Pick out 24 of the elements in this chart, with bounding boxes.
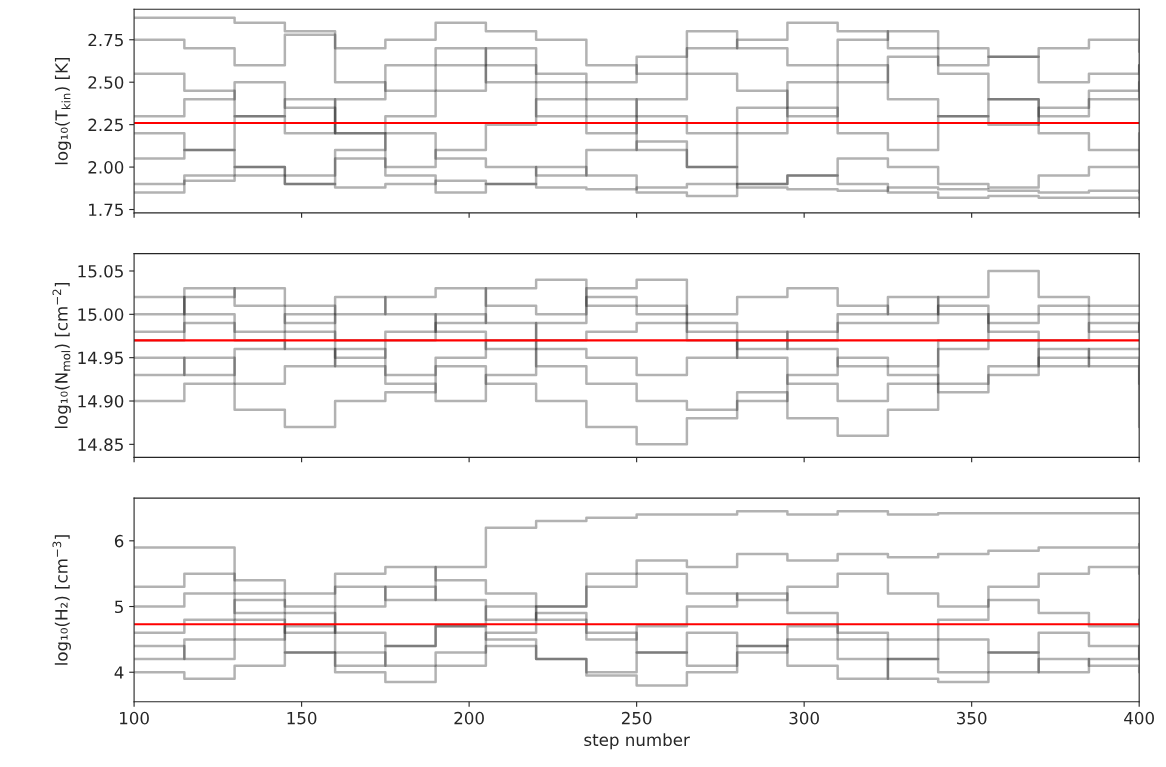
y-tick-label: 1.75 <box>89 203 123 217</box>
x-tick-label: 400 <box>1124 711 1154 725</box>
x-tick-label: 100 <box>120 711 149 725</box>
y-tick-label: 5 <box>115 600 123 614</box>
y-tick-label: 15.00 <box>78 308 124 321</box>
x-tick-label: 150 <box>287 711 317 725</box>
y-tick-label: 2.75 <box>88 33 123 47</box>
x-axis-title: step number <box>584 733 690 750</box>
y-tick-label: 14.85 <box>78 438 123 451</box>
x-tick-label: 300 <box>789 711 819 725</box>
y-axis-title: log₁₀(T$_{kin}$) [K] <box>54 57 72 165</box>
y-tick-label: 4 <box>114 666 124 679</box>
y-tick-label: 14.95 <box>78 351 123 365</box>
y-tick-label: 14.90 <box>78 394 124 408</box>
y-axis-title: log₁₀(N$_{mol}$) [cm$^{−2}$] <box>52 282 71 429</box>
y-axis-title: log₁₀(H₂) [cm$^{−3}$] <box>52 535 71 665</box>
y-tick-label: 6 <box>114 534 124 548</box>
y-tick-label: 2.25 <box>88 118 123 132</box>
y-tick-label: 2.50 <box>88 76 124 89</box>
x-tick-label: 200 <box>454 711 484 725</box>
y-tick-label: 2.00 <box>88 161 124 174</box>
x-tick-label: 350 <box>957 711 987 725</box>
x-tick-label: 250 <box>621 711 652 725</box>
y-tick-label: 15.05 <box>78 264 123 278</box>
